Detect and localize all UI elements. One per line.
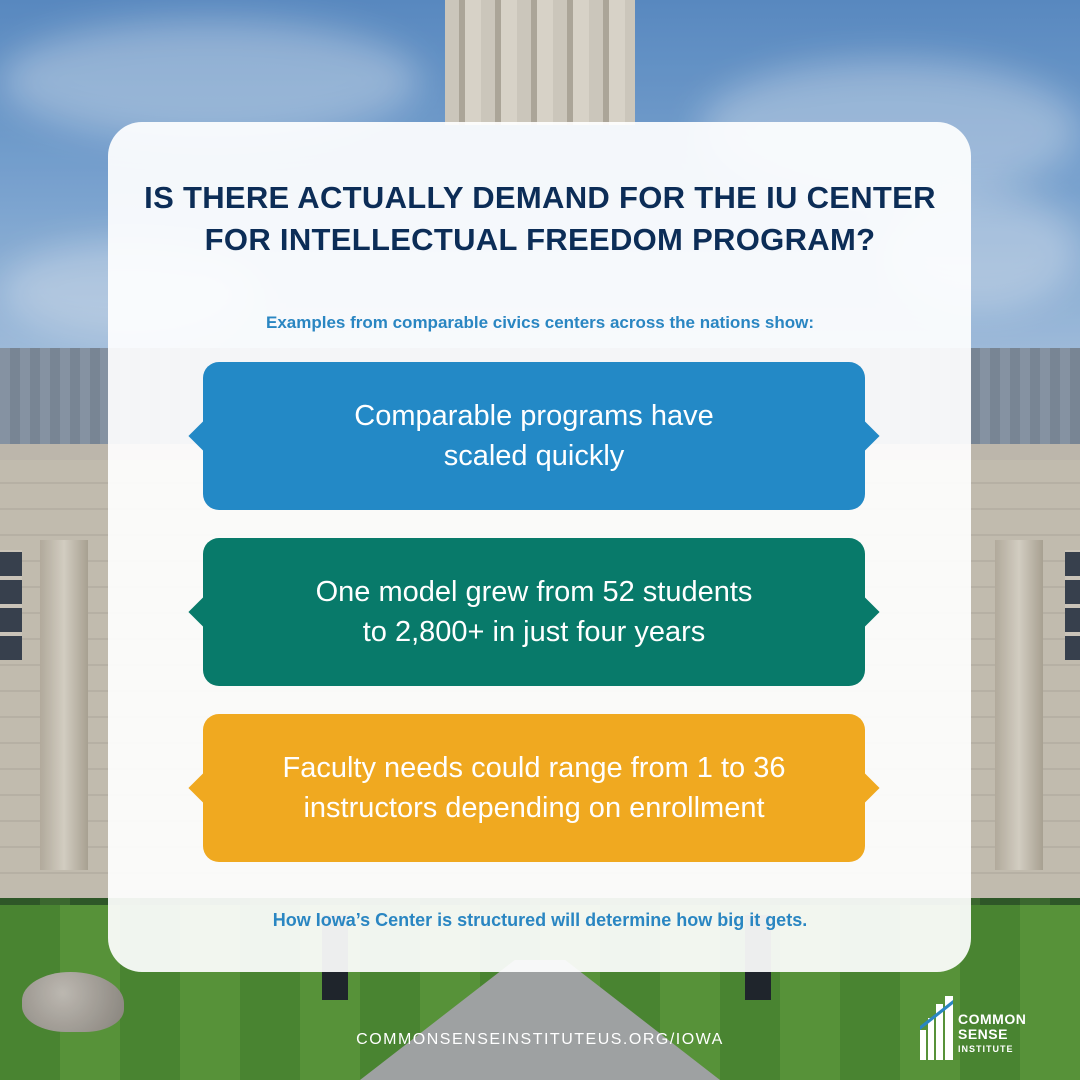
point-bubble-growth: One model grew from 52 students to 2,800… [203,538,865,686]
logo-word: COMMON [958,1011,1027,1027]
point-text: One model grew from 52 students to 2,800… [316,572,753,652]
point-text-line: instructors depending on enrollment [303,792,765,824]
closing-statement: How Iowa’s Center is structured will det… [272,910,808,930]
point-text-line: One model grew from 52 students [315,576,753,608]
point-text: Faculty needs could range from 1 to 36 i… [283,748,786,828]
csi-logo: COMMON SENSE INSTITUTE [920,996,1030,1062]
window [0,550,22,660]
capitol-cupola [445,0,635,125]
point-text-line: to 2,800+ in just four years [362,616,706,648]
point-text-line: scaled quickly [443,440,625,472]
logo-word: SENSE [958,1026,1008,1042]
page-title: IS THERE ACTUALLY DEMAND FOR THE IU CENT… [0,177,1080,261]
point-bubble-scaled: Comparable programs have scaled quickly [203,362,865,510]
point-text-line: Faculty needs could range from 1 to 36 [282,752,786,784]
column [995,540,1043,870]
title-line: IS THERE ACTUALLY DEMAND FOR THE IU CENT… [144,180,936,215]
window [1065,550,1080,660]
point-bubble-faculty: Faculty needs could range from 1 to 36 i… [203,714,865,862]
website-link[interactable]: COMMONSENSEINSTITUTEUS.ORG/IOWA [356,1031,724,1048]
title-line: FOR INTELLECTUAL FREEDOM PROGRAM? [204,222,876,257]
subtitle: Examples from comparable civics centers … [266,313,814,332]
logo-word: INSTITUTE [958,1044,1014,1054]
column [40,540,88,870]
boulder [22,972,124,1032]
skyline-logo-icon [920,996,953,1060]
point-text-line: Comparable programs have [354,400,714,432]
logo-wordmark: COMMON SENSE INSTITUTE [958,1012,1026,1057]
cloud [0,20,420,140]
point-text: Comparable programs have scaled quickly [354,396,713,476]
